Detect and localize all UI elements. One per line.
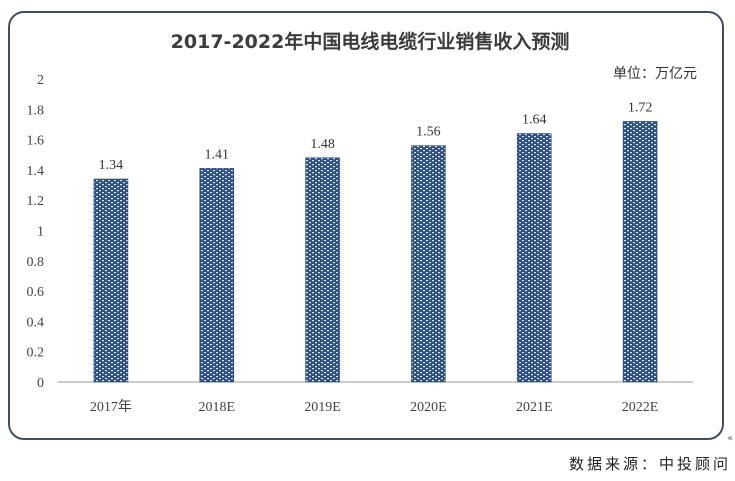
y-tick-label: 1	[37, 225, 44, 240]
y-axis: 0 0.2 0.4 0.6 0.8 1 1.2 1.4 1.6 1.8 2	[27, 73, 45, 391]
y-tick-label: 0	[37, 376, 44, 391]
x-tick-label: 2020E	[410, 400, 447, 415]
x-tick-label: 2021E	[516, 400, 553, 415]
y-tick-label: 0.8	[27, 255, 45, 270]
value-label: 1.64	[522, 113, 547, 128]
y-tick-label: 1.2	[27, 194, 45, 209]
y-tick-label: 2	[37, 73, 44, 88]
value-label: 1.41	[205, 147, 230, 162]
value-label: 1.48	[310, 137, 335, 152]
source-note: 数据来源：中投顾问	[568, 455, 731, 473]
bar-2018E	[199, 168, 235, 383]
x-tick-label: 2017年	[90, 399, 132, 415]
bar-2020E	[411, 145, 446, 383]
bar-2021E	[516, 133, 552, 383]
chart-title: 2017-2022年中国电线电缆行业销售收入预测	[171, 30, 570, 53]
x-axis: 2017年 2018E 2019E 2020E 2021E 2022E	[90, 399, 658, 415]
bars	[93, 121, 658, 383]
value-label: 1.34	[99, 158, 124, 173]
x-tick-label: 2018E	[198, 400, 235, 415]
value-label: 1.56	[416, 125, 441, 140]
y-tick-label: 0.2	[27, 346, 45, 361]
y-tick-label: 0.6	[27, 285, 45, 300]
unit-label: 单位：万亿元	[613, 66, 697, 82]
corner-mark: «	[727, 433, 734, 444]
bar-2017年	[93, 178, 129, 383]
y-tick-label: 1.4	[27, 164, 45, 179]
y-tick-label: 1.6	[27, 134, 45, 149]
y-tick-label: 1.8	[27, 103, 45, 118]
value-label: 1.72	[628, 100, 653, 115]
value-labels: 1.34 1.41 1.48 1.56 1.64 1.72	[99, 100, 653, 173]
bar-2019E	[305, 157, 340, 383]
x-tick-label: 2019E	[304, 400, 341, 415]
y-tick-label: 0.4	[27, 315, 45, 330]
x-tick-label: 2022E	[622, 400, 659, 415]
bar-2022E	[622, 121, 658, 383]
